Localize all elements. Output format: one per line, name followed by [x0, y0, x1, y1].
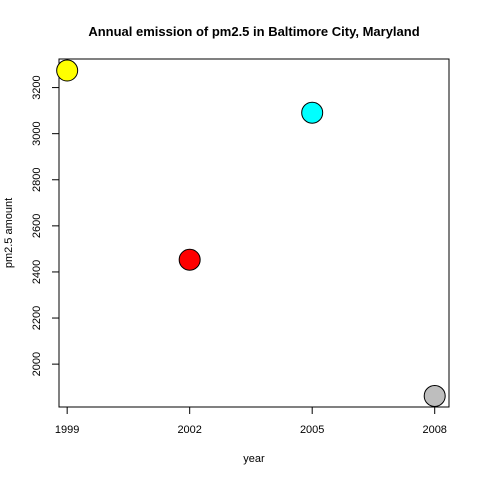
y-axis: 2000 2200 2400 2600 2800 3000 3200 — [31, 75, 60, 376]
plot-frame — [58, 58, 450, 408]
data-point-2002 — [178, 248, 201, 271]
data-points — [56, 59, 446, 407]
y-tick-label-2800: 2800 — [31, 168, 43, 192]
data-point-2008 — [423, 384, 446, 407]
y-axis-label: pm2.5 amount — [3, 198, 15, 268]
data-point-2005 — [301, 101, 324, 124]
y-tick-label-2400: 2400 — [31, 260, 43, 284]
y-tick-label-2200: 2200 — [31, 306, 43, 330]
x-tick-label-1999: 1999 — [55, 424, 79, 436]
y-tick-label-3000: 3000 — [31, 121, 43, 145]
y-tick-label-2600: 2600 — [31, 214, 43, 238]
x-tick-label-2005: 2005 — [300, 424, 324, 436]
y-tick-label-3200: 3200 — [31, 75, 43, 99]
y-tick-label-2000: 2000 — [31, 352, 43, 376]
x-tick-label-2008: 2008 — [422, 424, 446, 436]
chart-title: Annual emission of pm2.5 in Baltimore Ci… — [88, 24, 419, 39]
data-point-1999 — [56, 59, 79, 82]
x-axis: 1999 2002 2005 2008 — [55, 406, 447, 436]
x-axis-label: year — [243, 453, 265, 465]
x-tick-label-2002: 2002 — [177, 424, 201, 436]
